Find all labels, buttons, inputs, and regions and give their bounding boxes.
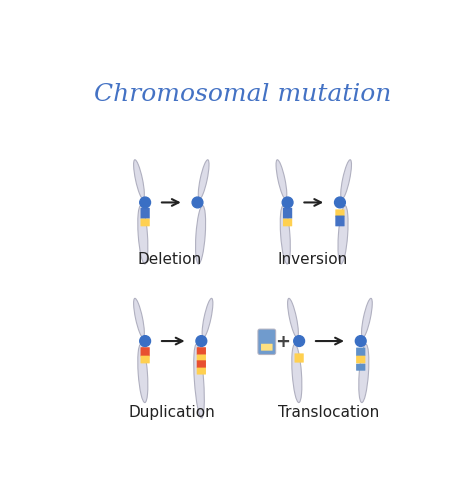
FancyBboxPatch shape: [140, 208, 150, 218]
FancyBboxPatch shape: [140, 218, 150, 226]
Ellipse shape: [134, 160, 145, 199]
FancyBboxPatch shape: [197, 360, 206, 368]
FancyBboxPatch shape: [356, 348, 365, 356]
FancyBboxPatch shape: [294, 354, 304, 362]
Circle shape: [140, 336, 151, 346]
Circle shape: [356, 336, 366, 346]
Ellipse shape: [362, 298, 372, 338]
Circle shape: [294, 336, 304, 346]
Ellipse shape: [276, 160, 287, 199]
FancyBboxPatch shape: [197, 347, 206, 355]
Ellipse shape: [288, 298, 298, 338]
Text: Inversion: Inversion: [277, 252, 347, 268]
Ellipse shape: [198, 160, 209, 199]
FancyBboxPatch shape: [197, 354, 206, 362]
FancyBboxPatch shape: [283, 208, 292, 218]
Circle shape: [282, 197, 293, 208]
FancyBboxPatch shape: [335, 210, 345, 217]
Ellipse shape: [338, 206, 348, 264]
FancyBboxPatch shape: [197, 368, 206, 374]
FancyBboxPatch shape: [335, 216, 345, 226]
Ellipse shape: [138, 206, 148, 264]
Circle shape: [335, 197, 346, 208]
Ellipse shape: [194, 344, 204, 418]
Ellipse shape: [280, 206, 290, 264]
Text: Chromosomal mutation: Chromosomal mutation: [94, 83, 392, 106]
Ellipse shape: [134, 298, 145, 338]
Text: Translocation: Translocation: [278, 405, 379, 420]
FancyBboxPatch shape: [140, 347, 150, 356]
Ellipse shape: [202, 298, 213, 338]
Ellipse shape: [292, 344, 302, 403]
Circle shape: [196, 336, 207, 346]
Circle shape: [140, 197, 151, 208]
FancyBboxPatch shape: [356, 356, 365, 364]
Ellipse shape: [196, 206, 206, 264]
FancyBboxPatch shape: [261, 344, 273, 350]
Ellipse shape: [341, 160, 352, 199]
Text: Deletion: Deletion: [137, 252, 202, 268]
Ellipse shape: [138, 344, 148, 403]
FancyBboxPatch shape: [356, 364, 365, 370]
FancyBboxPatch shape: [258, 329, 276, 354]
Text: Duplication: Duplication: [129, 405, 216, 420]
Ellipse shape: [359, 344, 369, 403]
FancyBboxPatch shape: [140, 356, 150, 364]
FancyBboxPatch shape: [283, 218, 292, 226]
Circle shape: [192, 197, 203, 208]
Text: +: +: [275, 333, 290, 351]
